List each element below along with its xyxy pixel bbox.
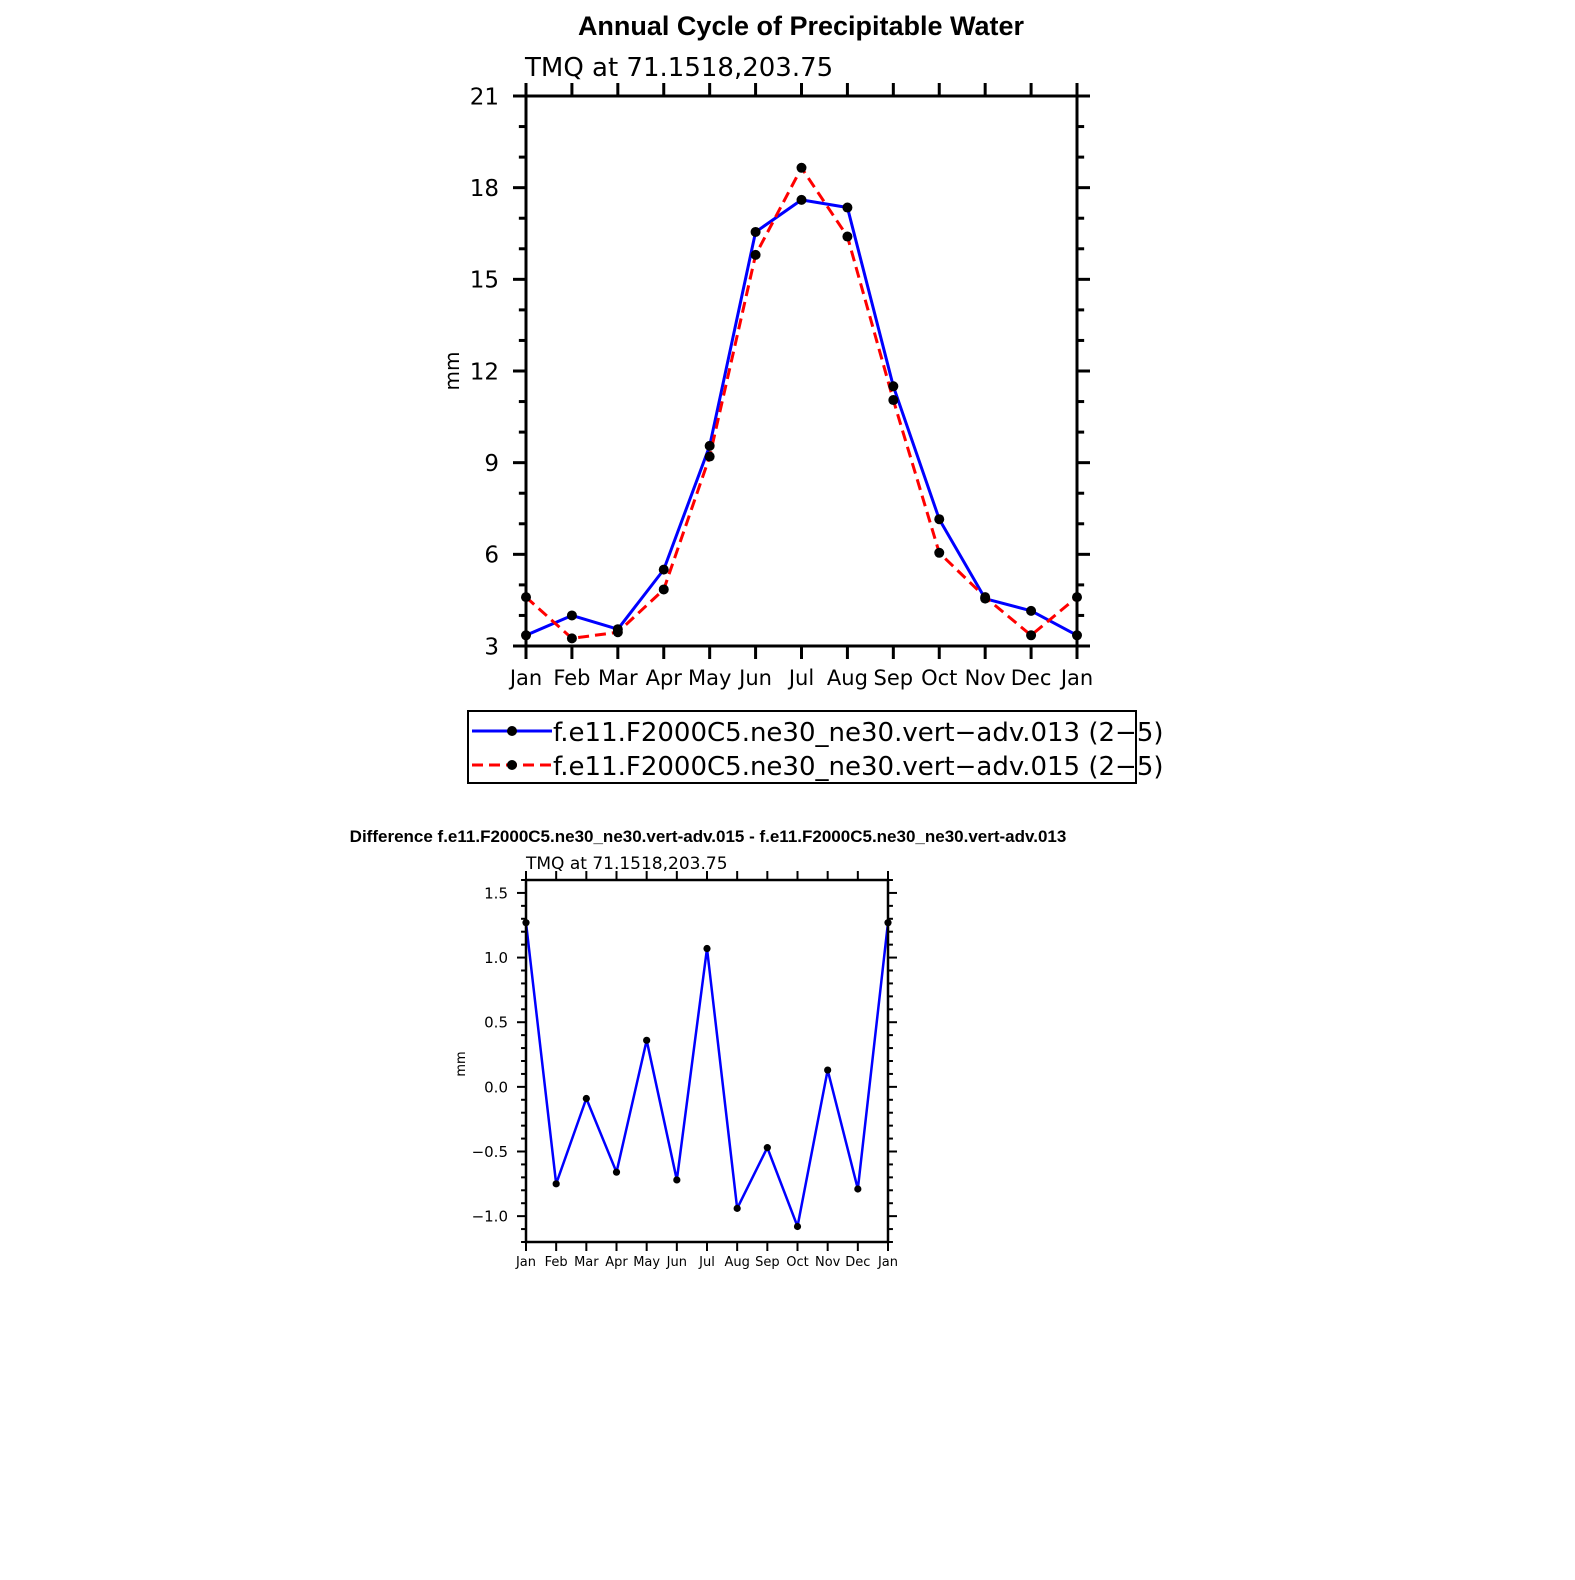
- data-point: [934, 514, 945, 525]
- data-point: [980, 592, 991, 603]
- x-tick-label: Sep: [755, 1255, 780, 1270]
- x-tick-label: Aug: [724, 1255, 749, 1270]
- data-point: [842, 231, 853, 242]
- legend-entry: f.e11.F2000C5.ne30_ne30.vert−adv.015 (2−…: [472, 752, 1164, 782]
- y-tick-label: 9: [484, 451, 499, 477]
- legend-label: f.e11.F2000C5.ne30_ne30.vert−adv.015 (2−…: [553, 752, 1164, 782]
- x-tick-label: Jul: [787, 666, 814, 690]
- chart-title: Annual Cycle of Precipitable Water: [578, 11, 1025, 41]
- data-point: [552, 1180, 560, 1188]
- y-tick-label: −0.5: [472, 1143, 508, 1161]
- data-point: [750, 249, 761, 260]
- y-tick-label: 12: [470, 359, 499, 385]
- y-tick-label: 1.5: [484, 884, 508, 902]
- y-tick-label: 18: [470, 176, 499, 202]
- data-point: [643, 1036, 651, 1044]
- y-axis-label: mm: [440, 352, 464, 391]
- chart-subtitle: TMQ at 71.1518,203.75: [524, 53, 833, 83]
- x-tick-label: Feb: [545, 1255, 568, 1270]
- x-tick-label: Dec: [1011, 666, 1052, 690]
- data-point: [888, 395, 899, 406]
- difference-chart: Difference f.e11.F2000C5.ne30_ne30.vert-…: [350, 827, 1067, 1270]
- data-point: [1026, 605, 1037, 616]
- x-tick-label: Aug: [827, 666, 868, 690]
- data-point: [750, 226, 761, 237]
- x-tick-label: Jan: [877, 1255, 898, 1270]
- legend-marker: [507, 726, 517, 736]
- legend-marker: [507, 760, 517, 770]
- chart-subtitle: TMQ at 71.1518,203.75: [525, 854, 728, 874]
- data-point: [763, 1144, 771, 1152]
- data-point: [612, 1168, 621, 1176]
- annual-cycle-chart: Annual Cycle of Precipitable Water TMQ a…: [440, 11, 1164, 784]
- x-tick-label: Jan: [508, 666, 542, 690]
- data-point: [704, 440, 715, 451]
- y-tick-label: 0.0: [484, 1078, 508, 1096]
- y-tick-label: 15: [470, 268, 499, 294]
- y-axis-label: mm: [454, 1051, 469, 1076]
- data-point: [888, 381, 899, 392]
- y-tick-label: 0.5: [484, 1014, 508, 1032]
- data-point: [566, 633, 577, 644]
- data-point: [1026, 630, 1037, 641]
- x-tick-label: Apr: [605, 1255, 628, 1270]
- legend-label: f.e11.F2000C5.ne30_ne30.vert−adv.013 (2−…: [553, 718, 1164, 748]
- data-point: [824, 1066, 832, 1074]
- data-point: [612, 627, 623, 638]
- data-point: [842, 202, 853, 213]
- x-tick-label: Mar: [574, 1255, 599, 1270]
- x-tick-label: Oct: [786, 1255, 808, 1270]
- tick-labels: Jan Feb Mar Apr May Jun Jul Aug Sep Oct Nov Dec Jan −…: [472, 884, 898, 1270]
- data-point: [934, 547, 945, 558]
- x-tick-label: Jun: [666, 1255, 687, 1270]
- data-point: [703, 944, 711, 953]
- x-tick-label: Sep: [874, 666, 914, 690]
- x-tick-label: Dec: [845, 1255, 870, 1270]
- axis-ticks: [517, 871, 897, 1251]
- y-tick-label: 6: [484, 543, 499, 569]
- x-tick-label: Oct: [921, 666, 957, 690]
- x-tick-label: May: [688, 666, 731, 690]
- y-tick-label: 21: [470, 84, 499, 110]
- data-point: [796, 162, 807, 173]
- data-point: [658, 584, 669, 595]
- data-point: [733, 1204, 741, 1212]
- chart-title: Difference f.e11.F2000C5.ne30_ne30.vert-…: [350, 827, 1067, 846]
- legend-box: [467, 710, 1137, 784]
- x-tick-label: Mar: [598, 666, 638, 690]
- x-tick-label: Feb: [553, 666, 590, 690]
- x-tick-label: May: [633, 1255, 660, 1270]
- y-tick-label: 3: [484, 634, 499, 660]
- x-tick-label: Jun: [737, 666, 772, 690]
- series-group: [522, 919, 892, 1231]
- data-point: [704, 451, 715, 462]
- data-point: [796, 194, 807, 205]
- plot-frame: [524, 94, 1079, 648]
- series-group: [521, 162, 1082, 644]
- data-point: [673, 1176, 681, 1184]
- tick-labels: Jan Feb Mar Apr May Jun Jul Aug Sep Oct Nov Dec Jan 3…: [470, 84, 1093, 690]
- y-tick-label: −1.0: [472, 1208, 508, 1226]
- x-tick-label: Jul: [698, 1255, 715, 1270]
- x-tick-label: Apr: [646, 666, 683, 690]
- series-line: [524, 922, 890, 1228]
- data-point: [658, 564, 669, 575]
- x-tick-label: Nov: [815, 1255, 841, 1270]
- x-tick-label: Jan: [1059, 666, 1093, 690]
- series-line: [524, 166, 1078, 640]
- x-tick-label: Jan: [515, 1255, 536, 1270]
- y-tick-label: 1.0: [484, 949, 508, 967]
- series-line: [525, 198, 1078, 637]
- data-point: [566, 610, 577, 621]
- data-point: [582, 1094, 590, 1103]
- data-point: [793, 1222, 802, 1231]
- data-point: [854, 1185, 862, 1193]
- legend-entry: f.e11.F2000C5.ne30_ne30.vert−adv.013 (2−…: [472, 718, 1164, 748]
- x-tick-label: Nov: [965, 666, 1006, 690]
- plot-frame: [524, 878, 890, 1244]
- legend: f.e11.F2000C5.ne30_ne30.vert−adv.013 (2−…: [467, 710, 1164, 784]
